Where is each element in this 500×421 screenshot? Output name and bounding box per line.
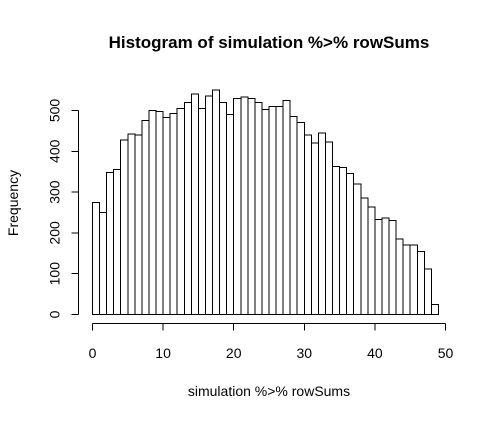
histogram-bar — [148, 110, 157, 315]
y-tick-label: 100 — [47, 262, 63, 286]
histogram-bar — [409, 244, 418, 315]
histogram-bar — [289, 116, 298, 316]
histogram-bar — [374, 218, 383, 316]
histogram-bar — [416, 250, 425, 315]
histogram-bar — [190, 93, 199, 316]
y-tick-label: 300 — [47, 180, 63, 204]
histogram-bar — [275, 105, 284, 315]
histogram-bar — [395, 238, 404, 316]
histogram-bar — [303, 134, 312, 315]
y-tick-label: 500 — [47, 99, 63, 123]
histogram-bar — [339, 167, 348, 315]
histogram-bar — [268, 105, 277, 315]
histogram-bar — [423, 268, 432, 315]
histogram-bar — [127, 133, 136, 315]
x-axis-label: simulation %>% rowSums — [188, 383, 350, 399]
histogram-bar — [367, 206, 376, 315]
histogram-bar — [204, 95, 214, 315]
histogram-bar — [113, 169, 122, 315]
histogram-bar — [99, 212, 108, 315]
y-axis: 0 100 200 300 400 500 — [47, 99, 79, 318]
histogram-bar — [296, 122, 305, 315]
x-tick-label: 50 — [438, 345, 454, 361]
histogram-bar — [254, 101, 263, 315]
histogram-bar — [381, 217, 390, 315]
histogram-bar — [360, 197, 369, 315]
y-axis-label: Frequency — [5, 170, 21, 236]
histogram-bar — [120, 139, 129, 315]
y-tick-label: 400 — [47, 139, 63, 163]
x-tick-label: 30 — [297, 345, 313, 361]
x-tick-label: 10 — [155, 345, 171, 361]
y-tick-label: 200 — [47, 221, 63, 245]
histogram-bar — [197, 107, 206, 315]
histogram-bar — [346, 173, 355, 315]
histogram-bar — [332, 165, 341, 315]
histogram-bar — [155, 111, 164, 315]
histogram-bar — [388, 220, 397, 315]
histogram-bar — [261, 108, 270, 315]
histogram-bar — [402, 244, 411, 315]
histogram-bar — [141, 120, 150, 315]
x-axis: 0 10 20 30 40 50 — [89, 323, 454, 361]
histogram-bar — [317, 132, 326, 315]
histogram-bar — [282, 99, 291, 315]
histogram-bar — [92, 201, 101, 315]
histogram-bar — [219, 101, 228, 315]
histogram-bar — [176, 107, 185, 315]
x-tick-label: 40 — [367, 345, 383, 361]
histogram-bar — [240, 96, 249, 316]
histogram-bar — [212, 89, 221, 315]
histogram-bar — [353, 183, 362, 315]
histogram-bar — [134, 134, 143, 315]
histogram-bar — [183, 101, 192, 315]
y-tick-label: 0 — [47, 310, 63, 318]
x-tick-label: 20 — [226, 345, 242, 361]
chart-title: Histogram of simulation %>% rowSums — [109, 33, 430, 52]
histogram-bar — [430, 303, 439, 315]
histogram-bar — [169, 112, 178, 315]
x-tick-label: 0 — [89, 345, 97, 361]
histogram-bar — [247, 97, 256, 316]
histogram-bar — [162, 116, 171, 315]
histogram-bar — [324, 141, 334, 315]
histogram-bar — [233, 97, 242, 316]
histogram-bar — [226, 114, 235, 315]
histogram-bar — [106, 172, 115, 315]
bars-group — [92, 89, 439, 316]
histogram-bar — [310, 142, 319, 315]
